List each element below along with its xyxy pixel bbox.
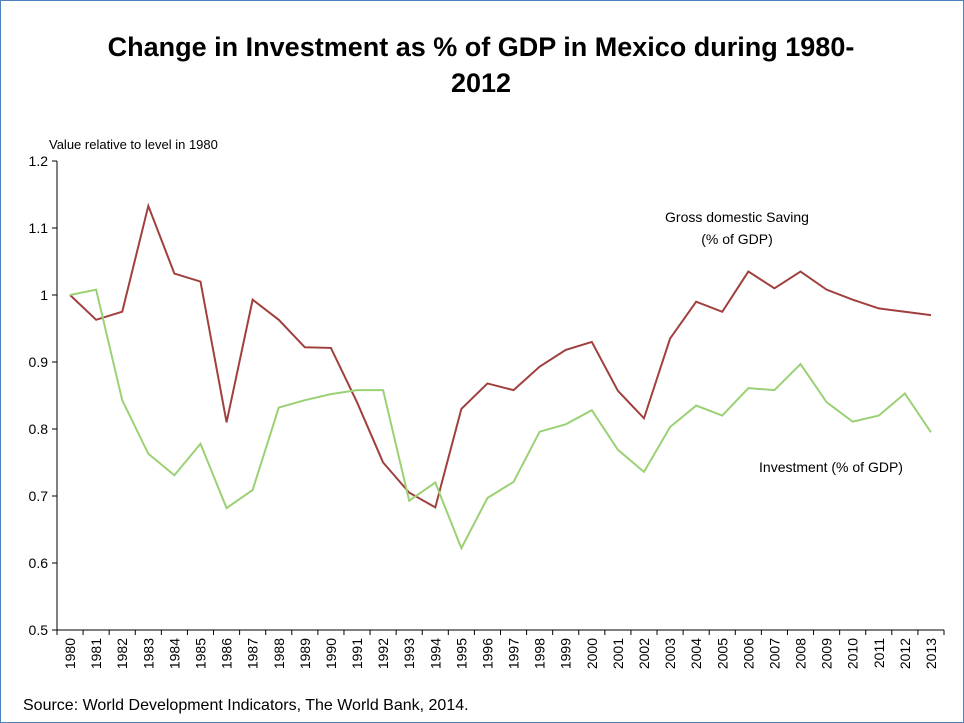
y-tick-label: 0.5	[29, 622, 49, 638]
x-tick-label: 1989	[297, 638, 313, 669]
series-label: Gross domestic Saving (% of GDP)	[665, 209, 809, 247]
x-tick-label: 1994	[427, 638, 443, 669]
x-tick-label: 2007	[766, 638, 782, 669]
y-tick-label: 1.1	[29, 220, 49, 236]
series-line	[69, 288, 932, 551]
y-tick-label: 0.7	[29, 488, 49, 504]
x-tick-label: 1981	[88, 638, 104, 669]
x-tick-label: 2001	[610, 638, 626, 669]
x-tick-label: 1992	[375, 638, 391, 669]
x-tick-label: 2013	[923, 638, 939, 669]
x-tick-label: 1987	[245, 638, 261, 669]
x-tick-label: 1999	[558, 638, 574, 669]
x-tick-label: 1982	[114, 638, 130, 669]
x-tick-label: 2004	[688, 638, 704, 669]
x-tick-label: 1990	[323, 638, 339, 669]
y-tick-label: 0.8	[29, 421, 49, 437]
source-note: Source: World Development Indicators, Th…	[23, 697, 469, 714]
x-tick-label: 2000	[584, 638, 600, 669]
y-tick-label: 0.6	[29, 555, 49, 571]
x-tick-label: 1998	[532, 638, 548, 669]
x-tick-label: 1984	[166, 638, 182, 669]
series-line	[69, 202, 932, 509]
x-tick-label: 1995	[453, 638, 469, 669]
y-tick-label: 0.9	[29, 354, 49, 370]
x-tick-label: 2008	[793, 638, 809, 669]
y-axis-label: Value relative to level in 1980	[49, 137, 218, 152]
x-tick-label: 2012	[897, 638, 913, 669]
x-tick-label: 1997	[506, 638, 522, 669]
y-tick-label: 1	[40, 287, 48, 303]
x-tick-label: 1996	[479, 638, 495, 669]
x-tick-label: 1988	[271, 638, 287, 669]
x-tick-label: 1983	[140, 638, 156, 669]
x-tick-label: 2002	[636, 638, 652, 669]
x-tick-label: 1991	[349, 638, 365, 669]
x-tick-label: 2005	[714, 638, 730, 669]
series-label: Investment (% of GDP)	[759, 459, 903, 475]
x-tick-label: 1986	[219, 638, 235, 669]
x-tick-label: 2010	[845, 638, 861, 669]
x-tick-label: 1985	[192, 638, 208, 669]
y-tick-label: 1.2	[29, 153, 49, 169]
x-tick-label: 2011	[871, 638, 887, 668]
x-tick-label: 2003	[662, 638, 678, 669]
x-tick-label: 1980	[62, 638, 78, 669]
x-tick-label: 1993	[401, 638, 417, 669]
x-tick-label: 2009	[819, 638, 835, 669]
chart-title: Change in Investment as % of GDP in Mexi…	[107, 32, 855, 98]
x-tick-label: 2006	[740, 638, 756, 669]
